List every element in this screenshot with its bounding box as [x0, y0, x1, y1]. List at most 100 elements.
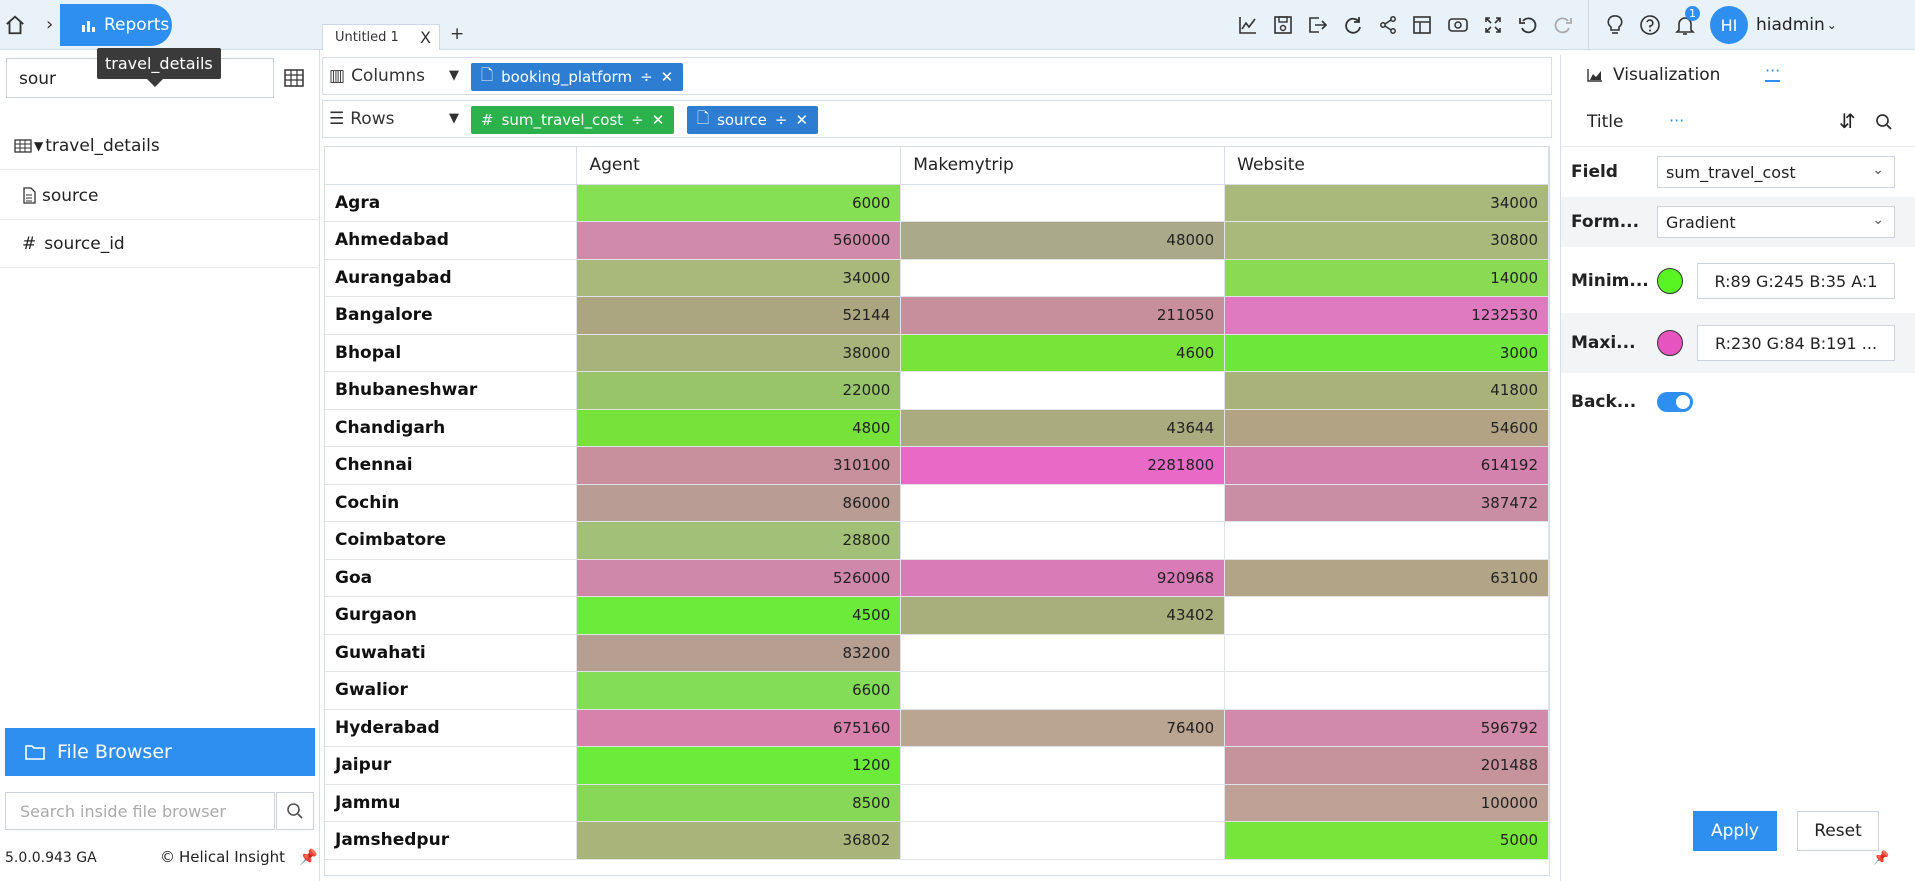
help-icon[interactable] [1632, 0, 1667, 50]
row-header[interactable]: Gwalior [325, 671, 578, 710]
row-header[interactable]: Ahmedabad [325, 221, 578, 260]
title-tab[interactable]: Title [1587, 112, 1624, 132]
table-cell[interactable]: 596792 [1224, 709, 1549, 747]
table-cell[interactable] [900, 371, 1226, 410]
table-cell[interactable]: 211050 [900, 296, 1226, 335]
table-cell[interactable] [900, 671, 1226, 710]
grid-view-button[interactable] [280, 64, 308, 92]
more-options-tab[interactable]: ··· [1765, 61, 1781, 82]
close-icon[interactable]: ✕ [795, 111, 809, 129]
table-cell[interactable]: 14000 [1224, 259, 1549, 297]
caret-down-icon[interactable]: ▼ [449, 111, 459, 126]
column-header[interactable]: Agent [576, 147, 902, 185]
table-cell[interactable]: 43402 [900, 596, 1226, 635]
table-cell[interactable] [900, 784, 1226, 822]
table-cell[interactable]: 86000 [576, 484, 902, 522]
table-cell[interactable]: 100000 [1224, 784, 1549, 822]
row-header[interactable]: Bhubaneshwar [325, 371, 578, 410]
table-cell[interactable]: 526000 [576, 559, 902, 597]
layout-icon[interactable] [1405, 0, 1440, 50]
file-browser-search-button[interactable] [276, 792, 314, 830]
row-header[interactable]: Aurangabad [325, 259, 578, 297]
table-cell[interactable]: 43644 [900, 409, 1226, 447]
table-cell[interactable] [1224, 596, 1549, 635]
undo-icon[interactable] [1510, 0, 1545, 50]
caret-down-icon[interactable]: ▼ [449, 68, 459, 83]
lightbulb-icon[interactable] [1597, 0, 1632, 50]
column-header[interactable]: Website [1224, 147, 1549, 185]
search-icon[interactable] [1875, 113, 1893, 131]
file-browser-search-input[interactable]: Search inside file browser [5, 792, 275, 830]
table-cell[interactable] [900, 521, 1226, 560]
split-icon[interactable]: ÷ [631, 111, 644, 129]
row-header[interactable]: Guwahati [325, 634, 578, 672]
table-cell[interactable] [900, 184, 1226, 222]
fullscreen-icon[interactable] [1475, 0, 1510, 50]
table-cell[interactable]: 310100 [576, 446, 902, 485]
row-header[interactable]: Bhopal [325, 334, 578, 372]
row-header[interactable]: Chandigarh [325, 409, 578, 447]
notifications-button[interactable]: 1 [1667, 0, 1702, 50]
table-cell[interactable]: 614192 [1224, 446, 1549, 485]
table-cell[interactable]: 52144 [576, 296, 902, 335]
table-cell[interactable] [1224, 634, 1549, 672]
minimum-color-input[interactable]: R:89 G:245 B:35 A:1 [1697, 263, 1895, 299]
maximum-color-input[interactable]: R:230 G:84 B:191 ... [1697, 325, 1895, 361]
table-cell[interactable]: 34000 [1224, 184, 1549, 222]
pivot-table[interactable]: Agent Makemytrip Website Agra 6000 34000 Ah… [324, 146, 1550, 876]
close-icon[interactable]: ✕ [651, 111, 665, 129]
table-cell[interactable]: 4500 [576, 596, 902, 635]
table-cell[interactable]: 54600 [1224, 409, 1549, 447]
table-cell[interactable]: 5000 [1224, 821, 1549, 860]
maximum-color-swatch[interactable] [1657, 330, 1683, 356]
row-header[interactable]: Agra [325, 184, 578, 222]
split-icon[interactable]: ÷ [640, 68, 653, 86]
field-select[interactable]: sum_travel_cost ⌄ [1657, 156, 1895, 188]
column-header[interactable]: Makemytrip [900, 147, 1226, 185]
row-header[interactable]: Jamshedpur [325, 821, 578, 860]
tree-item-source-id[interactable]: # source_id [0, 220, 320, 268]
table-cell[interactable]: 38000 [576, 334, 902, 372]
table-cell[interactable]: 48000 [900, 221, 1226, 260]
row-header[interactable]: Goa [325, 559, 578, 597]
table-cell[interactable] [1224, 521, 1549, 560]
visualization-tab[interactable]: Visualization [1561, 55, 1915, 95]
pill-sum-travel-cost[interactable]: # sum_travel_cost ÷ ✕ [471, 106, 675, 134]
tree-item-travel-details[interactable]: ▼ travel_details [0, 122, 320, 170]
username-menu[interactable]: hiadmin [1756, 15, 1825, 35]
avatar[interactable]: HI [1710, 6, 1748, 44]
table-cell[interactable] [900, 634, 1226, 672]
table-cell[interactable]: 3000 [1224, 334, 1549, 372]
reset-button[interactable]: Reset [1797, 811, 1879, 851]
sort-icon[interactable]: ⇵ [1839, 109, 1856, 133]
share-icon[interactable] [1370, 0, 1405, 50]
chevron-down-icon[interactable]: ⌄ [1826, 18, 1837, 32]
background-toggle[interactable] [1657, 392, 1693, 412]
save-icon[interactable] [1265, 0, 1300, 50]
pill-source[interactable]: 🗋 source ÷ ✕ [687, 106, 819, 134]
refresh-icon[interactable] [1335, 0, 1370, 50]
row-header[interactable]: Bangalore [325, 296, 578, 335]
apply-button[interactable]: Apply [1693, 811, 1777, 851]
table-cell[interactable]: 76400 [900, 709, 1226, 747]
more-options-subtab[interactable]: ··· [1669, 111, 1685, 130]
pin-icon[interactable]: 📌 [1873, 851, 1890, 866]
reports-breadcrumb[interactable]: Reports [60, 4, 172, 46]
table-cell[interactable]: 4600 [900, 334, 1226, 372]
row-header[interactable]: Jammu [325, 784, 578, 822]
table-cell[interactable] [900, 484, 1226, 522]
row-header[interactable]: Chennai [325, 446, 578, 485]
table-cell[interactable]: 83200 [576, 634, 902, 672]
table-cell[interactable]: 6000 [576, 184, 902, 222]
row-header[interactable]: Jaipur [325, 746, 578, 785]
table-cell[interactable]: 30800 [1224, 221, 1549, 260]
add-tab-button[interactable]: + [450, 24, 465, 44]
table-cell[interactable] [900, 259, 1226, 297]
table-cell[interactable]: 6600 [576, 671, 902, 710]
table-cell[interactable]: 22000 [576, 371, 902, 410]
table-cell[interactable]: 201488 [1224, 746, 1549, 785]
row-header[interactable]: Gurgaon [325, 596, 578, 635]
row-header[interactable]: Coimbatore [325, 521, 578, 560]
pin-icon[interactable]: 📌 [299, 848, 318, 866]
table-cell[interactable]: 1200 [576, 746, 902, 785]
